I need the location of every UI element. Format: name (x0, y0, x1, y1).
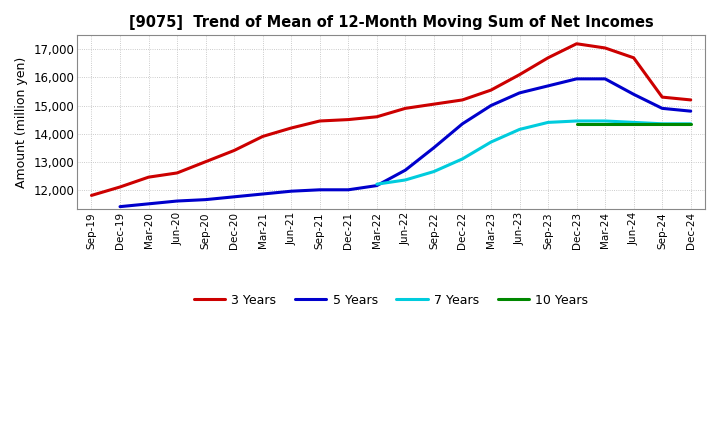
3 Years (315, 118, 324, 124)
5 Years (258, 191, 267, 197)
Title: [9075]  Trend of Mean of 12-Month Moving Sum of Net Incomes: [9075] Trend of Mean of 12-Month Moving … (129, 15, 654, 30)
3 Years (544, 55, 552, 60)
Line: 7 Years: 7 Years (377, 121, 690, 184)
5 Years (458, 121, 467, 126)
7 Years (401, 177, 410, 183)
3 Years (116, 184, 125, 190)
5 Years (315, 187, 324, 192)
5 Years (144, 201, 153, 206)
7 Years (458, 156, 467, 161)
Line: 5 Years: 5 Years (120, 79, 690, 207)
7 Years (487, 139, 495, 145)
5 Years (544, 83, 552, 88)
5 Years (487, 103, 495, 108)
5 Years (629, 92, 638, 97)
7 Years (430, 169, 438, 174)
3 Years (401, 106, 410, 111)
5 Years (658, 106, 667, 111)
5 Years (401, 168, 410, 173)
5 Years (230, 194, 238, 199)
Y-axis label: Amount (million yen): Amount (million yen) (15, 57, 28, 188)
7 Years (544, 120, 552, 125)
5 Years (173, 198, 181, 204)
10 Years (600, 121, 609, 126)
7 Years (686, 121, 695, 126)
3 Years (600, 45, 609, 51)
3 Years (87, 193, 96, 198)
7 Years (572, 118, 581, 124)
3 Years (344, 117, 353, 122)
5 Years (686, 109, 695, 114)
5 Years (430, 145, 438, 150)
3 Years (629, 55, 638, 60)
Legend: 3 Years, 5 Years, 7 Years, 10 Years: 3 Years, 5 Years, 7 Years, 10 Years (189, 289, 593, 312)
10 Years (629, 121, 638, 126)
3 Years (487, 88, 495, 93)
3 Years (372, 114, 381, 119)
5 Years (116, 204, 125, 209)
10 Years (686, 121, 695, 126)
3 Years (458, 97, 467, 103)
7 Years (658, 121, 667, 126)
7 Years (372, 182, 381, 187)
5 Years (516, 90, 524, 95)
3 Years (230, 148, 238, 153)
5 Years (372, 183, 381, 188)
3 Years (287, 125, 295, 131)
7 Years (629, 120, 638, 125)
3 Years (658, 95, 667, 100)
3 Years (173, 170, 181, 176)
3 Years (686, 97, 695, 103)
5 Years (600, 76, 609, 81)
5 Years (572, 76, 581, 81)
10 Years (658, 121, 667, 126)
3 Years (144, 175, 153, 180)
7 Years (600, 118, 609, 124)
3 Years (430, 102, 438, 107)
5 Years (287, 189, 295, 194)
3 Years (258, 134, 267, 139)
3 Years (202, 159, 210, 165)
3 Years (572, 41, 581, 46)
5 Years (344, 187, 353, 192)
5 Years (202, 197, 210, 202)
3 Years (516, 72, 524, 77)
Line: 3 Years: 3 Years (91, 44, 690, 195)
7 Years (516, 127, 524, 132)
10 Years (572, 121, 581, 126)
